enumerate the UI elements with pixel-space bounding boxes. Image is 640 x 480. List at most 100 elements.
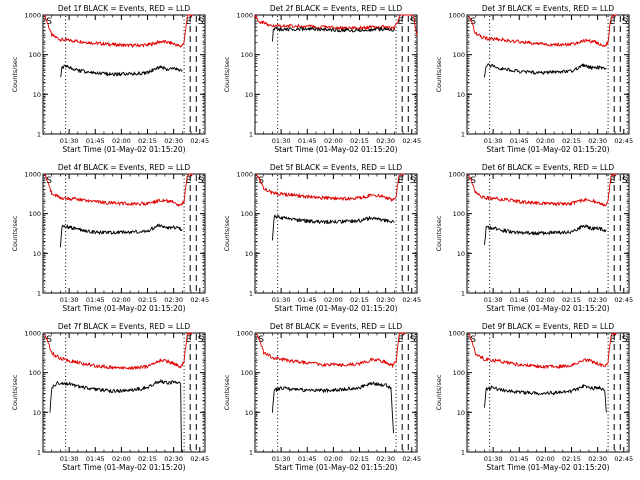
y-tick-label: 100 (453, 210, 465, 218)
series-line-events (271, 214, 395, 241)
panel-xlabel: Start Time (01-May-02 01:15:20) (62, 463, 185, 472)
x-tick-label: 02:45 (402, 296, 421, 304)
panel-det-6: Det 6f BLACK = Events, RED = LLD 1 10 100 10… (435, 163, 633, 313)
event-marker-label: E (186, 335, 192, 345)
y-tick-label: 1000 (236, 171, 253, 179)
y-tick-label: 10 (245, 250, 253, 258)
panel-title: Det 9f BLACK = Events, RED = LLD (482, 322, 615, 331)
event-marker-label: S (410, 335, 416, 345)
event-marker-label: E (610, 176, 616, 186)
y-tick-label: 100 (241, 369, 253, 377)
panel-det-9: Det 9f BLACK = Events, RED = LLD 1 10 100 10… (435, 322, 633, 472)
x-tick-label: 02:00 (324, 137, 343, 145)
x-tick-label: 01:45 (298, 137, 317, 145)
y-tick-label: 1000 (236, 12, 253, 20)
panel-title: Det 6f BLACK = Events, RED = LLD (482, 163, 615, 172)
x-tick-label: 02:45 (614, 455, 633, 463)
x-tick-label: 02:30 (376, 455, 395, 463)
panel-title: Det 7f BLACK = Events, RED = LLD (58, 322, 191, 331)
y-tick-label: 1000 (24, 330, 41, 338)
x-tick-label: 02:00 (324, 455, 343, 463)
y-tick-label: 1000 (24, 12, 41, 20)
x-tick-label: 02:15 (138, 455, 157, 463)
x-tick-label: 02:45 (402, 455, 421, 463)
event-marker-label: S (410, 176, 416, 186)
series-line-lld (256, 332, 406, 368)
panel-det-2: Det 2f BLACK = Events, RED = LLD 1 10 100 10… (223, 4, 421, 154)
series-line-events (483, 384, 607, 413)
event-marker-label: E (186, 176, 192, 186)
x-tick-label: 01:30 (60, 455, 79, 463)
y-tick-label: 10 (457, 409, 465, 417)
panel-xlabel: Start Time (01-May-02 01:15:20) (274, 304, 397, 313)
x-tick-label: 01:30 (484, 296, 503, 304)
x-tick-label: 02:00 (112, 137, 131, 145)
x-tick-label: 02:00 (324, 296, 343, 304)
series-line-events (49, 379, 183, 453)
y-tick-label: 1000 (24, 171, 41, 179)
x-tick-label: 01:30 (272, 137, 291, 145)
y-tick-label: 10 (245, 409, 253, 417)
x-tick-label: 02:45 (190, 296, 209, 304)
plot-frame (254, 332, 418, 453)
x-tick-label: 01:30 (272, 455, 291, 463)
panel-xlabel: Start Time (01-May-02 01:15:20) (486, 463, 609, 472)
panel-ylabel: Counts/sec (435, 56, 443, 92)
y-tick-label: 1000 (448, 12, 465, 20)
event-marker-label: S (410, 17, 416, 27)
x-tick-label: 02:15 (138, 137, 157, 145)
y-tick-label: 10 (33, 250, 41, 258)
panel-ylabel: Counts/sec (223, 374, 231, 410)
y-tick-label: 1 (249, 131, 253, 139)
plot-frame (254, 173, 418, 294)
x-tick-label: 02:30 (588, 296, 607, 304)
x-tick-label: 02:30 (588, 455, 607, 463)
x-tick-label: 01:45 (86, 455, 105, 463)
panel-xlabel: Start Time (01-May-02 01:15:20) (62, 304, 185, 313)
x-tick-label: 02:15 (562, 296, 581, 304)
x-tick-label: 02:15 (138, 296, 157, 304)
event-marker-label: S (470, 17, 476, 27)
event-marker-label: S (198, 176, 204, 186)
panel-ylabel: Counts/sec (435, 215, 443, 251)
y-tick-label: 1000 (448, 330, 465, 338)
y-tick-label: 1 (37, 131, 41, 139)
y-tick-label: 1 (249, 449, 253, 457)
x-tick-label: 02:15 (350, 296, 369, 304)
panel-xlabel: Start Time (01-May-02 01:15:20) (274, 145, 397, 154)
x-tick-label: 02:00 (112, 455, 131, 463)
panel-det-8: Det 8f BLACK = Events, RED = LLD 1 10 100 10… (223, 322, 421, 472)
panel-title: Det 5f BLACK = Events, RED = LLD (270, 163, 403, 172)
y-tick-label: 10 (245, 91, 253, 99)
x-tick-label: 02:30 (376, 296, 395, 304)
x-tick-label: 01:45 (86, 137, 105, 145)
x-tick-label: 02:15 (562, 455, 581, 463)
series-line-lld (44, 14, 193, 48)
x-tick-label: 01:30 (272, 296, 291, 304)
x-tick-label: 01:45 (510, 296, 529, 304)
x-tick-label: 02:30 (164, 137, 183, 145)
y-tick-label: 100 (453, 369, 465, 377)
panel-xlabel: Start Time (01-May-02 01:15:20) (274, 463, 397, 472)
series-line-events (59, 64, 183, 78)
y-tick-label: 100 (29, 51, 41, 59)
event-marker-label: E (398, 17, 404, 27)
panel-det-3: Det 3f BLACK = Events, RED = LLD 1 10 100 10… (435, 4, 633, 154)
panel-det-5: Det 5f BLACK = Events, RED = LLD 1 10 100 10… (223, 163, 421, 313)
plot-frame (254, 14, 418, 135)
x-tick-label: 02:00 (536, 296, 555, 304)
panel-title: Det 8f BLACK = Events, RED = LLD (270, 322, 403, 331)
plot-frame (466, 173, 630, 294)
event-marker-label: S (46, 176, 52, 186)
event-marker-label: S (46, 17, 52, 27)
series-line-lld (468, 14, 617, 47)
panel-title: Det 2f BLACK = Events, RED = LLD (270, 4, 403, 13)
event-marker-label: S (470, 176, 476, 186)
x-tick-label: 02:15 (350, 455, 369, 463)
x-tick-label: 02:30 (376, 137, 395, 145)
event-marker-label: S (198, 17, 204, 27)
x-tick-label: 02:00 (112, 296, 131, 304)
panel-det-1: Det 1f BLACK = Events, RED = LLD 1 10 100 10… (11, 4, 209, 154)
panel-det-4: Det 4f BLACK = Events, RED = LLD 1 10 100 10… (11, 163, 209, 313)
